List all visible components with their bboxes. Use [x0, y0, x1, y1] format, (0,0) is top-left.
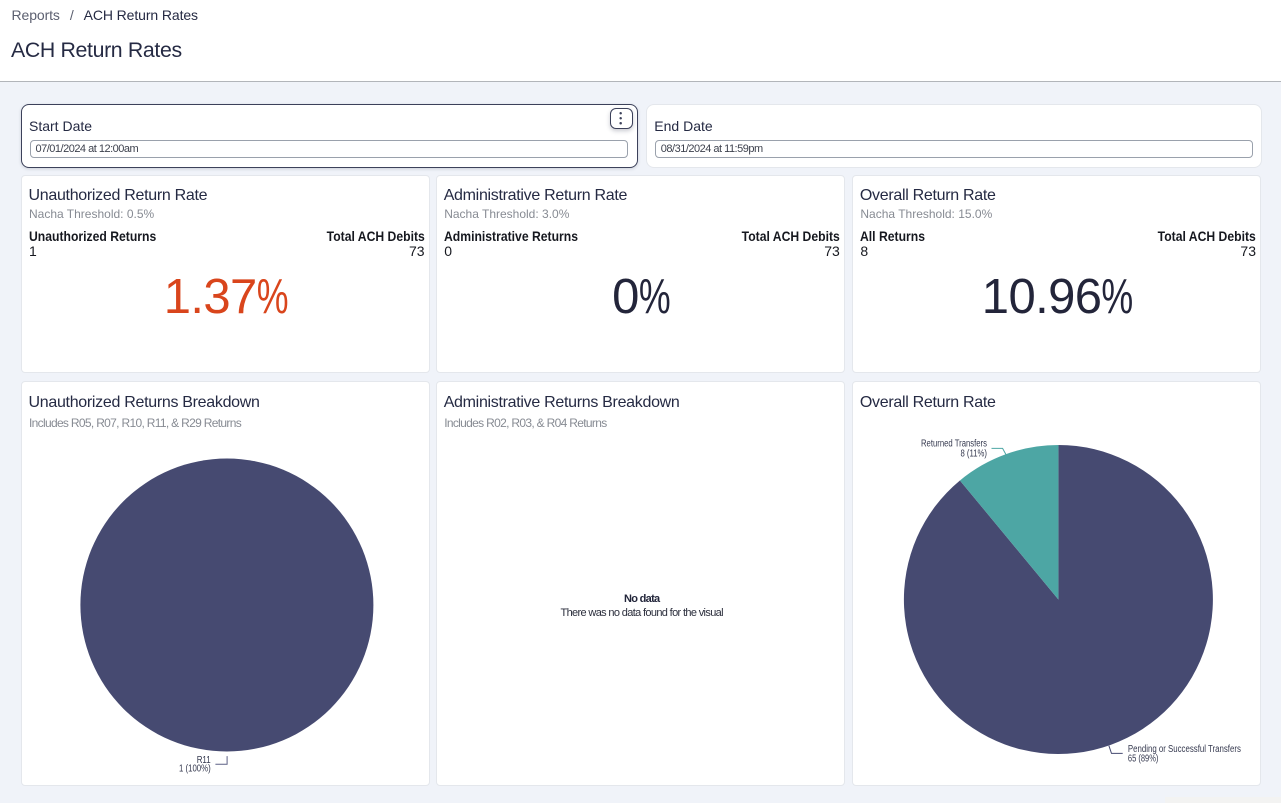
- svg-text:Pending or Successful Transfer: Pending or Successful Transfers: [1128, 743, 1241, 754]
- svg-text:8 (11%): 8 (11%): [961, 448, 987, 459]
- svg-text:Returned Transfers: Returned Transfers: [921, 438, 987, 449]
- svg-text:1 (100%): 1 (100%): [179, 763, 211, 774]
- svg-text:65 (89%): 65 (89%): [1128, 753, 1158, 764]
- svg-text:R11: R11: [197, 755, 211, 766]
